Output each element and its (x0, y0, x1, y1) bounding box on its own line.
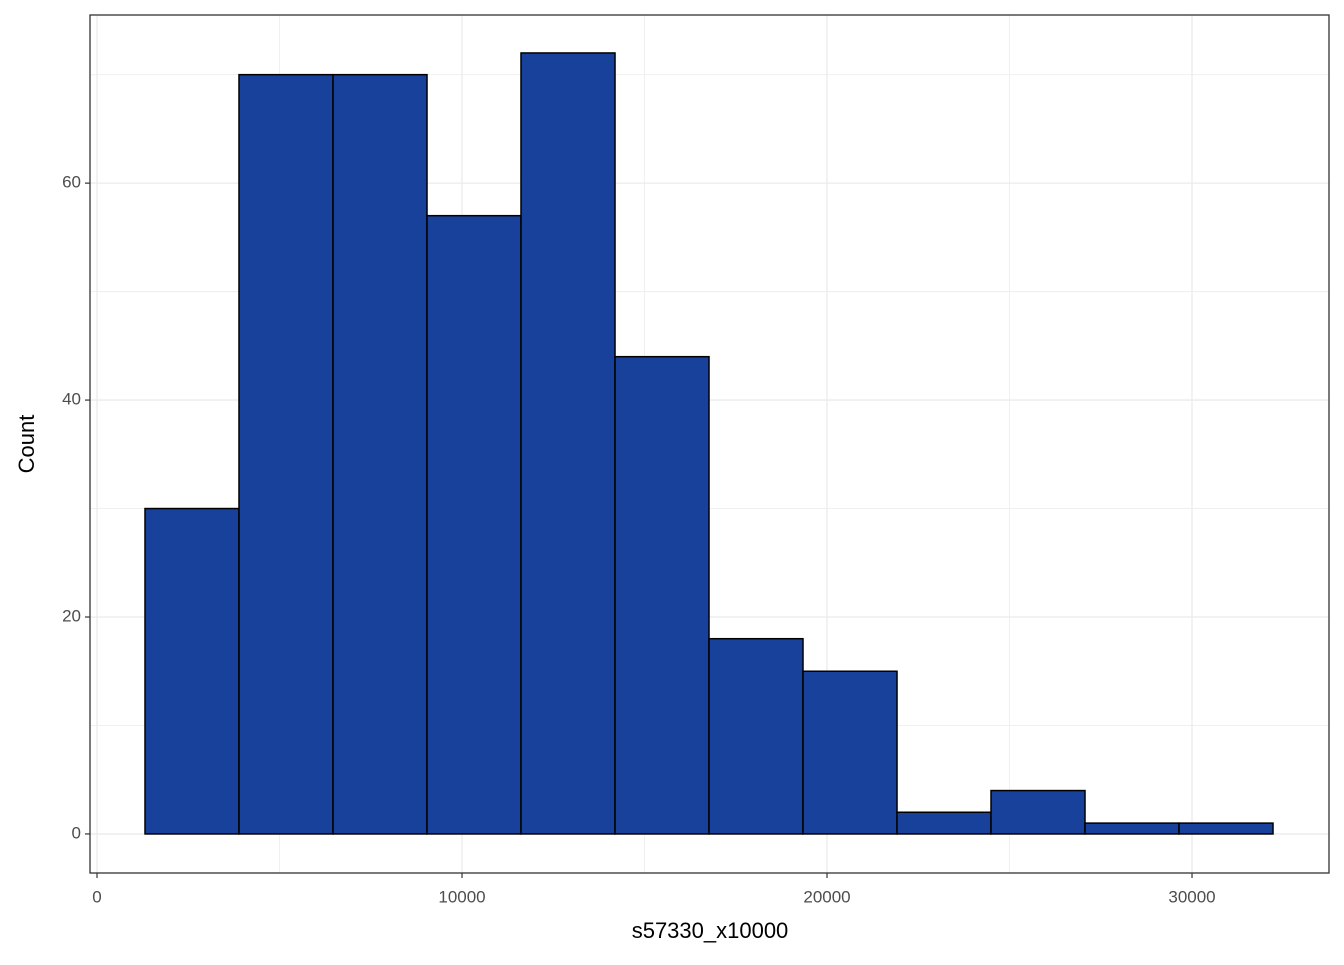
bar (614, 355, 710, 835)
panel-border (89, 14, 1330, 874)
x-tick-label: 20000 (803, 887, 850, 906)
x-tick-label: 0 (92, 887, 101, 906)
bar (238, 73, 334, 835)
y-tick-label: 20 (62, 606, 81, 625)
y-axis-title: Count (14, 415, 39, 474)
bar (332, 73, 428, 835)
bar (426, 214, 522, 835)
bar (802, 670, 898, 835)
bar (990, 789, 1086, 835)
bar (1178, 822, 1274, 835)
y-tick-label: 0 (72, 823, 81, 842)
bar (708, 637, 804, 835)
bar (896, 811, 992, 835)
bar (144, 507, 240, 835)
y-tick-label: 60 (62, 173, 81, 192)
bar (1084, 822, 1180, 835)
x-axis-title: s57330_x10000 (632, 918, 789, 943)
x-tick-label: 10000 (438, 887, 485, 906)
x-tick-label: 30000 (1168, 887, 1215, 906)
bar (520, 52, 616, 835)
y-tick-label: 40 (62, 390, 81, 409)
